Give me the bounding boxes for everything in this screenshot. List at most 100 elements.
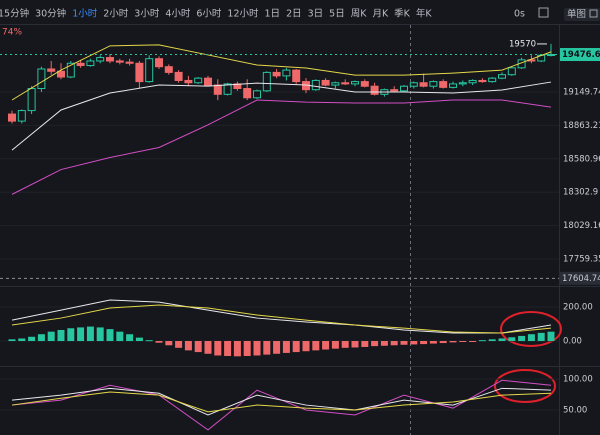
candle-body	[360, 81, 369, 87]
candle-body	[262, 71, 271, 92]
macd-bar	[224, 341, 232, 356]
timeframe-tab[interactable]: 30分钟	[35, 8, 66, 20]
candle-body	[488, 77, 497, 83]
macd-bar	[37, 334, 45, 342]
macd-bar	[18, 338, 26, 342]
macd-bar	[57, 329, 65, 342]
high-marker-label: 19570	[509, 39, 536, 49]
candle-body	[321, 79, 330, 86]
macd-bar	[67, 328, 75, 342]
candle-body	[86, 60, 95, 67]
candle-body	[292, 69, 301, 83]
macd-bar	[204, 341, 212, 354]
indicator-line	[11, 299, 552, 334]
timeframe-tab[interactable]: 周K	[351, 9, 368, 20]
macd-bar	[429, 341, 437, 344]
candle-body	[400, 85, 408, 92]
timeframe-tab[interactable]: 1日	[265, 9, 281, 20]
macd-bar	[449, 341, 457, 343]
macd-bar	[116, 331, 124, 342]
macd-bar	[488, 339, 496, 342]
candle-body	[243, 88, 252, 99]
timeframe-tab[interactable]: 月K	[372, 9, 389, 20]
macd-bar	[331, 341, 339, 349]
highlight-circle	[500, 311, 562, 347]
y-tick-label: 200.00	[563, 303, 593, 313]
macd-bar	[47, 331, 55, 342]
last-price-label: 19476.68	[562, 50, 600, 60]
timeframe-tab[interactable]: 3小时	[134, 8, 160, 20]
candle-body	[458, 82, 467, 85]
macd-bar	[106, 329, 114, 342]
y-tick-label: 19149.74	[563, 88, 600, 98]
timeframe-tab[interactable]: 1小时	[72, 8, 98, 20]
candle-body	[449, 83, 457, 88]
timeframe-tab[interactable]: 6小时	[196, 8, 222, 20]
candle-body	[115, 60, 124, 63]
macd-bar	[135, 337, 143, 342]
y-tick-label: 100.00	[563, 375, 593, 385]
candle-body	[164, 66, 173, 73]
candle-body	[468, 79, 477, 84]
candle-body	[37, 68, 46, 90]
candle-body	[145, 58, 154, 83]
timeframe-tab[interactable]: 2日	[286, 9, 302, 20]
macd-bar	[86, 326, 94, 342]
candle-body	[106, 57, 114, 62]
candle-body	[47, 68, 56, 72]
low-marker-label: 17604.74	[562, 274, 600, 284]
macd-bar	[390, 341, 398, 346]
macd-bar	[400, 341, 408, 345]
timeframe-tab[interactable]: 季K	[394, 8, 411, 20]
candle-body	[17, 110, 26, 122]
timeframe-tab[interactable]: 2小时	[103, 8, 129, 20]
candle-body	[27, 88, 36, 112]
candle-body	[57, 70, 65, 78]
macd-bar	[420, 341, 428, 345]
candle-body	[135, 62, 144, 83]
candle-body	[429, 81, 438, 87]
candle-body	[174, 71, 183, 81]
candle-body	[125, 61, 134, 64]
indicator-line	[11, 99, 552, 195]
macd-bar	[155, 341, 163, 343]
y-tick-label: 18580.96	[563, 154, 600, 164]
layout-button[interactable]	[564, 8, 600, 21]
macd-bar	[469, 341, 477, 343]
timeframe-tab[interactable]: 5日	[329, 9, 345, 20]
macd-bar	[263, 341, 271, 355]
macd-bar	[410, 341, 418, 345]
candle-body	[194, 77, 203, 84]
candle-body	[272, 71, 281, 77]
timeframe-tab[interactable]: 年K	[416, 8, 433, 20]
settings-icon[interactable]	[538, 7, 549, 18]
candle-body	[184, 79, 193, 84]
candle-body	[282, 69, 291, 77]
macd-bar	[439, 341, 447, 344]
timeframe-tab[interactable]: 15分钟	[0, 8, 29, 20]
timer: 0s	[514, 9, 525, 20]
y-tick-label: 17759.35	[563, 254, 600, 264]
macd-bar	[175, 341, 183, 348]
macd-bar	[194, 341, 202, 353]
last-price-box	[560, 48, 600, 62]
macd-bar	[165, 341, 173, 346]
macd-bar	[518, 335, 526, 342]
timeframe-tab[interactable]: 3日	[308, 9, 324, 20]
macd-bar	[233, 341, 241, 357]
candle-body	[204, 77, 212, 86]
macd-bar	[380, 341, 388, 346]
layout-button-label: 单图	[567, 8, 586, 20]
macd-bar	[351, 341, 359, 348]
candle-body	[409, 82, 418, 87]
timeframe-tab[interactable]: 12小时	[227, 8, 259, 20]
timeframe-tab[interactable]: 4小时	[165, 8, 191, 20]
y-tick-label: 18302.9	[563, 188, 598, 198]
macd-bar	[527, 334, 535, 342]
layout-icon	[589, 9, 598, 18]
macd-bar	[126, 334, 134, 342]
indicator-line	[11, 304, 552, 334]
macd-bar	[312, 341, 320, 351]
